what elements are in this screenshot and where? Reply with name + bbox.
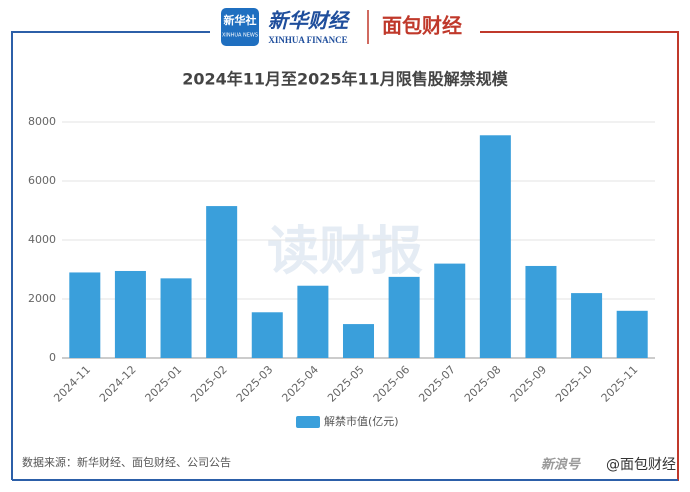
partner: 面包财经 [382, 14, 462, 38]
legend-swatch [296, 416, 320, 428]
xinhua-logo-en: XINHUA NEWS [222, 33, 258, 39]
credit-account: @面包财经 [606, 457, 676, 473]
credit-platform: 新浪号 [541, 457, 581, 473]
y-tick-label: 8000 [28, 115, 56, 128]
bar [114, 270, 146, 358]
xinhua-logo-box [221, 8, 259, 46]
bar [479, 135, 511, 358]
brand-en: XINHUA FINANCE [268, 35, 347, 45]
bar [388, 276, 420, 358]
legend-label: 解禁市值(亿元) [324, 414, 399, 428]
y-tick-label: 0 [49, 351, 56, 364]
brand: 新华财经 [268, 9, 351, 33]
y-tick-label: 2000 [28, 292, 56, 305]
bar [297, 285, 329, 358]
chart-title: 2024年11月至2025年11月限售股解禁规模 [182, 70, 509, 89]
bar [206, 206, 238, 358]
frame-left [11, 31, 210, 480]
source: 数据来源：新华财经、面包财经、公司公告 [22, 455, 231, 469]
bar [616, 310, 648, 358]
bar [571, 293, 603, 358]
y-tick-label: 4000 [28, 233, 56, 246]
watermark: 读财报 [267, 222, 423, 282]
y-tick-label: 6000 [28, 174, 56, 187]
bar [69, 272, 101, 358]
xinhua-logo: 新华社 [224, 13, 257, 27]
bar [525, 265, 557, 358]
bar [160, 278, 192, 358]
bar [434, 263, 466, 358]
bar [342, 324, 375, 358]
bar [251, 312, 283, 358]
